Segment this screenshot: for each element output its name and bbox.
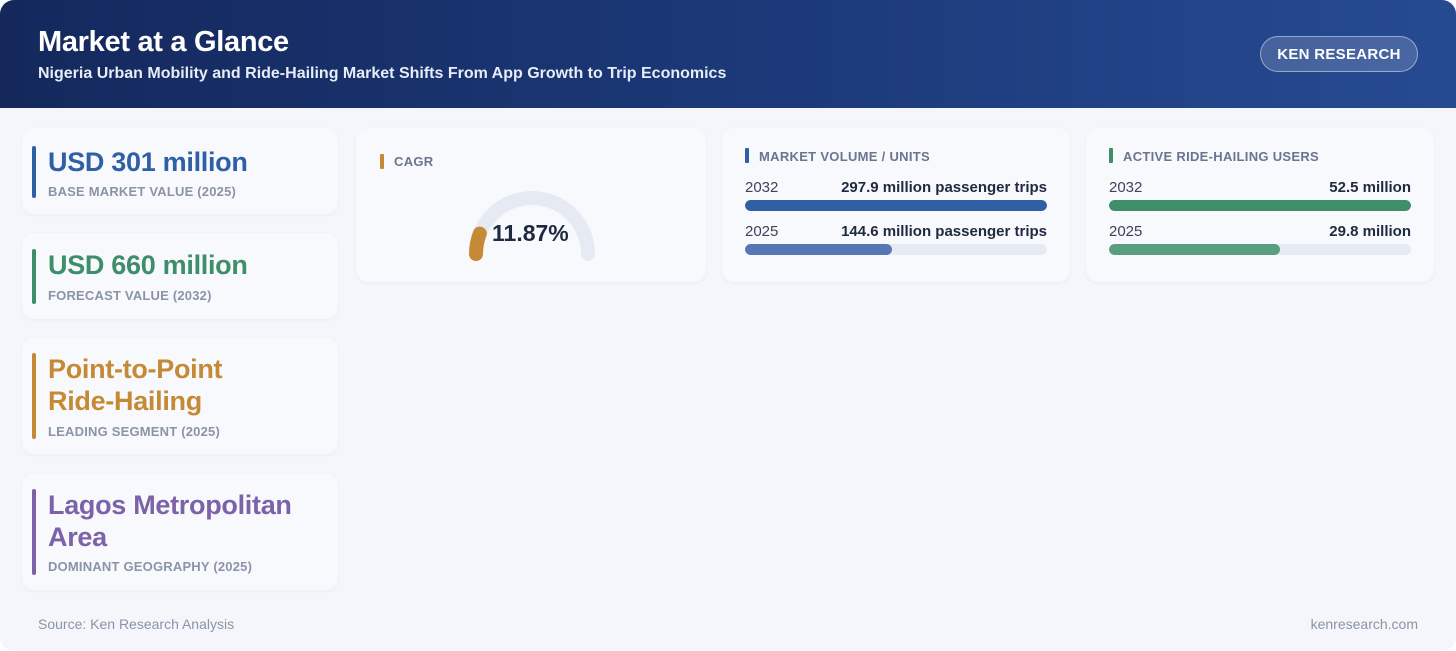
page-title: Market at a Glance: [38, 26, 289, 58]
row-year: 2032: [1109, 179, 1143, 196]
ken-research-button[interactable]: KEN RESEARCH: [1260, 36, 1418, 72]
kpi-label: FORECAST VALUE (2032): [48, 288, 212, 303]
row-value: 144.6 million passenger trips: [841, 223, 1047, 240]
row-year: 2025: [745, 223, 779, 240]
progress-track: [745, 244, 1047, 255]
row-year: 2032: [745, 179, 779, 196]
progress-fill: [1109, 200, 1411, 211]
kpi-value-line1: Lagos Metropolitan: [48, 490, 292, 520]
kpi-accent-bar: [32, 353, 36, 439]
progress-track: [1109, 244, 1411, 255]
kpi-value-line2: Area: [48, 522, 107, 552]
progress-track: [745, 200, 1047, 211]
card-title: ACTIVE RIDE-HAILING USERS: [1123, 149, 1320, 164]
kpi-accent-bar: [32, 489, 36, 575]
kpi-leading-segment: Point-to-Point Ride-Hailing LEADING SEGM…: [22, 338, 338, 454]
card-title: CAGR: [394, 154, 434, 169]
page-subtitle: Nigeria Urban Mobility and Ride-Hailing …: [38, 65, 727, 82]
row-year: 2025: [1109, 223, 1143, 240]
progress-fill: [745, 244, 892, 255]
market-volume-card: MARKET VOLUME / UNITS 2032 297.9 million…: [722, 128, 1070, 282]
cagr-card: CAGR 11.87%: [356, 128, 706, 282]
progress-track: [1109, 200, 1411, 211]
card-accent-bar: [745, 148, 749, 163]
gauge-fill: [469, 226, 487, 261]
kpi-value-line1: Point-to-Point: [48, 354, 223, 384]
kpi-label: BASE MARKET VALUE (2025): [48, 184, 237, 199]
active-users-card: ACTIVE RIDE-HAILING USERS 2032 52.5 mill…: [1086, 128, 1434, 282]
cagr-value: 11.87%: [492, 220, 569, 246]
source-note: Source: Ken Research Analysis: [38, 616, 235, 632]
row-value: 29.8 million: [1329, 223, 1411, 240]
kpi-value: USD 660 million: [48, 250, 248, 280]
kpi-label: DOMINANT GEOGRAPHY (2025): [48, 559, 253, 574]
kpi-base-market-value: USD 301 million BASE MARKET VALUE (2025): [22, 128, 338, 214]
card-title: MARKET VOLUME / UNITS: [759, 149, 930, 164]
kpi-dominant-geography: Lagos Metropolitan Area DOMINANT GEOGRAP…: [22, 474, 338, 590]
kpi-label: LEADING SEGMENT (2025): [48, 424, 220, 439]
kpi-value: USD 301 million: [48, 147, 248, 177]
card-accent-bar: [380, 154, 384, 169]
header-banner: Market at a Glance Nigeria Urban Mobilit…: [0, 0, 1456, 108]
row-value: 297.9 million passenger trips: [841, 179, 1047, 196]
kpi-forecast-value: USD 660 million FORECAST VALUE (2032): [22, 233, 338, 319]
site-link[interactable]: kenresearch.com: [1310, 616, 1418, 632]
kpi-value-line2: Ride-Hailing: [48, 386, 202, 416]
cagr-gauge: [469, 191, 595, 261]
kpi-accent-bar: [32, 249, 36, 304]
kpi-accent-bar: [32, 146, 36, 198]
row-value: 52.5 million: [1329, 179, 1411, 196]
card-accent-bar: [1109, 148, 1113, 163]
progress-fill: [745, 200, 1047, 211]
progress-fill: [1109, 244, 1281, 255]
